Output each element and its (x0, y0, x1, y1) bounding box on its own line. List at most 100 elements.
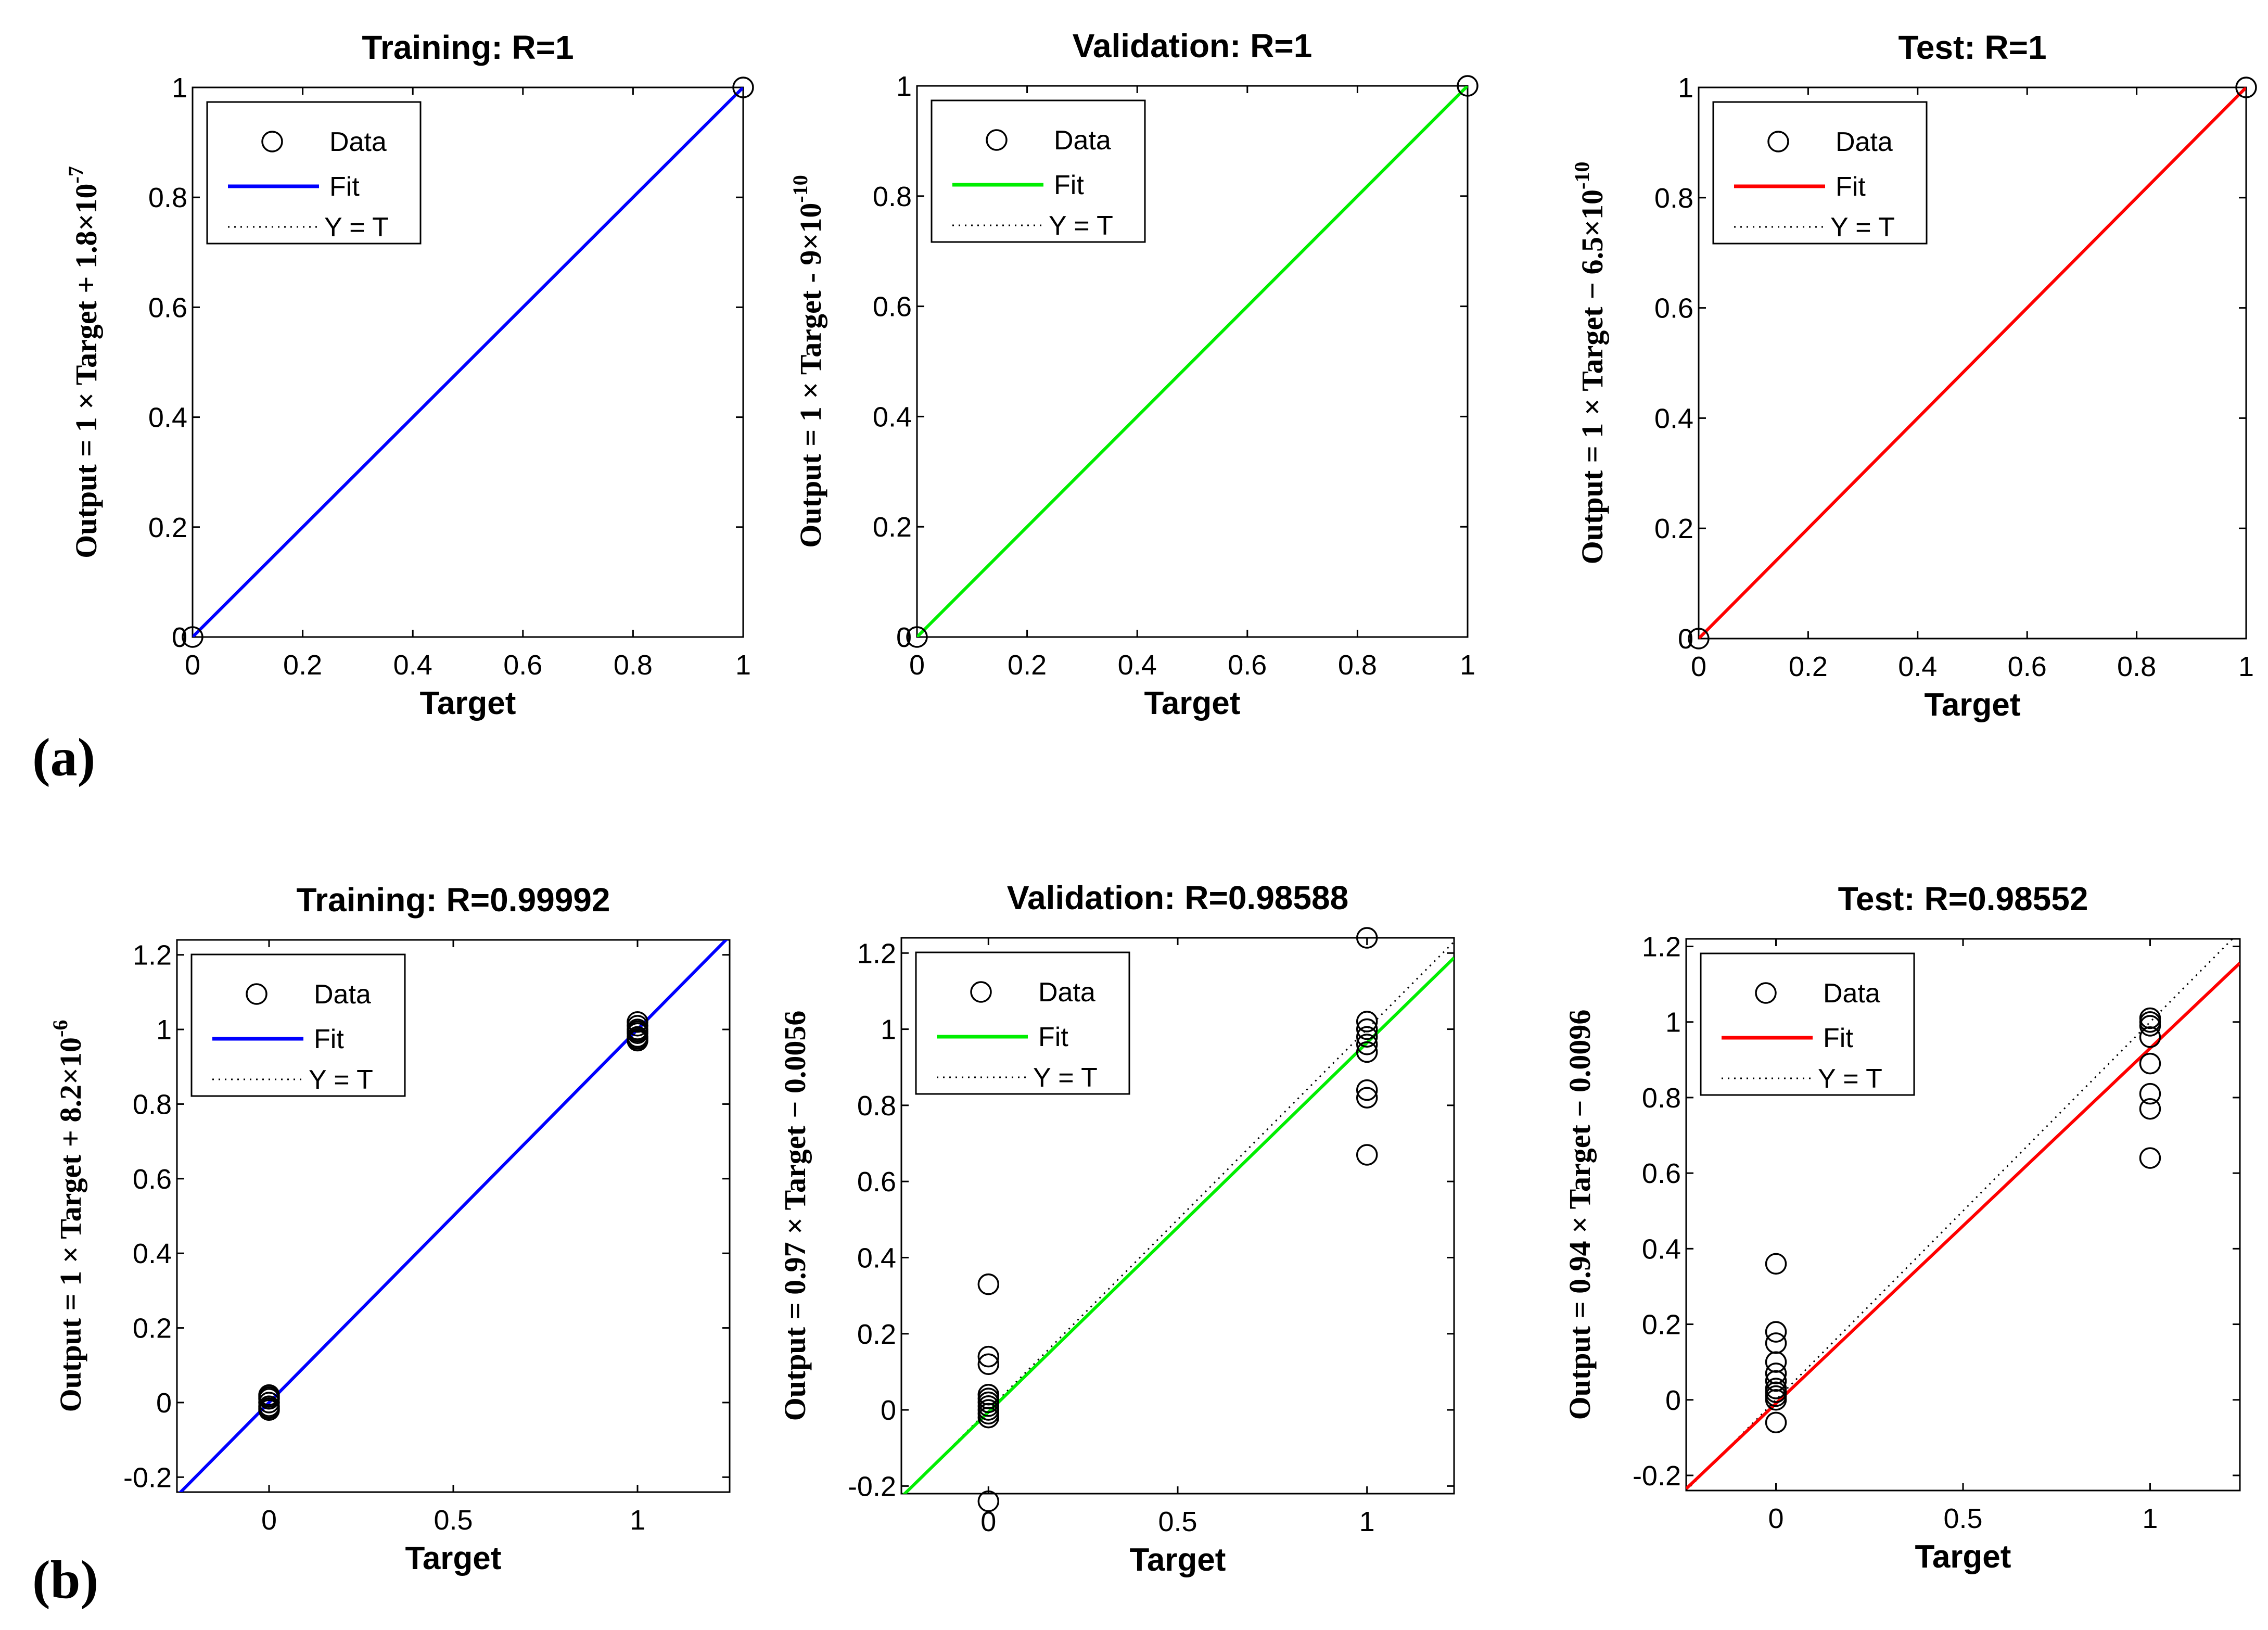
x-axis-label: Target (420, 685, 516, 721)
x-tick-label: 0.2 (1789, 651, 1828, 682)
y-tick-label: 1 (172, 72, 187, 104)
y-tick-label: 0.2 (1654, 513, 1693, 544)
y-tick-label: 1 (1678, 72, 1693, 104)
y-tick-label: 0.8 (857, 1090, 896, 1122)
x-tick-label: 0 (185, 650, 200, 681)
x-tick-label: 0.5 (1943, 1503, 1982, 1534)
data-point (627, 1011, 648, 1033)
y-axis-label-main: Output = 1 × Target - 9×10 (794, 203, 827, 548)
data-point (1356, 1026, 1378, 1048)
chart-title: Training: R=0.99992 (297, 881, 610, 919)
legend-data-marker (970, 981, 992, 1003)
y-tick-label: 0.6 (1654, 293, 1693, 324)
legend-box (206, 101, 422, 245)
y-axis-label-main: Output = 0.97 × Target − 0.0056 (778, 1011, 812, 1421)
y-axis-label-exponent: -10 (1570, 162, 1594, 189)
y-tick-label: 0.8 (148, 182, 187, 213)
legend-box (931, 99, 1146, 243)
y-tick-label: 0 (156, 1387, 172, 1419)
legend-box (190, 953, 406, 1097)
fit-line (917, 86, 1468, 637)
y-tick-label: 0.6 (148, 292, 187, 323)
y-tick-label: 1.2 (857, 938, 896, 969)
y-tick-label: 0 (896, 622, 912, 653)
legend-fit-label: Fit (329, 172, 360, 202)
y-tick-label: 0.2 (133, 1313, 172, 1344)
y-axis-label-exponent: -7 (64, 166, 87, 183)
x-tick-label: 0.8 (614, 650, 653, 681)
data-point (1457, 75, 1479, 97)
y-tick-label: 0.4 (857, 1242, 896, 1274)
data-point (627, 1028, 648, 1050)
x-tick-label: 0.8 (2117, 651, 2156, 682)
x-tick-label: 0.5 (1158, 1506, 1197, 1537)
x-tick-label: 0.6 (2008, 651, 2047, 682)
x-tick-label: 1 (1359, 1506, 1375, 1537)
chart-title: Test: R=0.98552 (1838, 880, 2088, 918)
data-point (1356, 1011, 1378, 1033)
data-point (1356, 927, 1378, 949)
y-axis-label-main: Output = 1 × Target + 8.2×10 (54, 1037, 87, 1412)
data-point (2139, 1083, 2161, 1105)
x-tick-label: 0 (261, 1505, 277, 1536)
y-tick-label: -0.2 (123, 1462, 172, 1493)
legend-box (1700, 952, 1915, 1096)
y-tick-label: 0.8 (133, 1089, 172, 1120)
x-tick-label: 1 (2238, 651, 2254, 682)
y-tick-label: 1.2 (1642, 932, 1681, 963)
y-tick-label: 0 (172, 622, 187, 653)
legend-box (915, 951, 1130, 1095)
y-axis-label-exponent: -6 (48, 1020, 72, 1037)
y-axis-label: Output = 1 × Target + 8.2×10-6 (48, 1020, 87, 1412)
x-axis-label: Target (1915, 1539, 2011, 1575)
y-tick-label: 0.4 (133, 1238, 172, 1269)
y-tick-label: 0.8 (1654, 183, 1693, 214)
data-point (1356, 1041, 1378, 1063)
x-tick-label: 0.8 (1338, 650, 1377, 681)
chart-panel: 0 0.5 1 -0.2 0 0.2 0.4 0.6 0.8 1 1.2 Test: R=0.9855… (1563, 880, 2241, 1575)
legend-data-label: Data (1823, 978, 1880, 1009)
x-tick-label: 0.5 (434, 1505, 473, 1536)
data-point (2139, 1007, 2161, 1029)
y-tick-label: 1 (881, 1014, 896, 1046)
data-point (1356, 1087, 1378, 1109)
data-point (1356, 1144, 1378, 1166)
y-tick-label: 1.2 (133, 940, 172, 971)
y-tick-label: 0.6 (857, 1166, 896, 1198)
legend-data-marker (246, 983, 267, 1005)
y-tick-label: 0.2 (857, 1319, 896, 1350)
data-point (627, 1020, 648, 1042)
legend-yt-label: Y = T (1818, 1064, 1882, 1094)
y-axis-label: Output = 1 × Target + 1.8×10-7 (64, 166, 103, 558)
data-point (1356, 1018, 1378, 1040)
x-tick-label: 1 (1460, 650, 1475, 681)
panel-label-b: (b) (32, 1550, 98, 1610)
data-point (977, 1490, 1000, 1512)
legend-data-marker (261, 131, 283, 152)
data-point (2139, 1052, 2161, 1075)
data-point (1765, 1321, 1787, 1343)
x-tick-label: 0.6 (503, 650, 542, 681)
y-tick-label: -0.2 (1633, 1460, 1681, 1492)
data-point (1765, 1411, 1787, 1434)
y-axis-label: Output = 0.97 × Target − 0.0056 (778, 1011, 812, 1421)
x-tick-label: 0.2 (283, 650, 322, 681)
panel-label-a: (a) (32, 728, 95, 787)
data-point (258, 1397, 280, 1419)
x-tick-label: 0.2 (1008, 650, 1047, 681)
legend-box (1712, 101, 1928, 245)
chart-panel: 0 0.2 0.4 0.6 0.8 1 0 0.2 0.4 0.6 0.8 1 Training: R=… (64, 29, 754, 721)
data-layer (1699, 87, 2246, 639)
data-point (732, 77, 754, 98)
y-tick-label: 0.6 (873, 291, 912, 323)
legend-data-marker (1755, 982, 1777, 1004)
y-tick-label: 0.4 (873, 401, 912, 432)
chart-title: Test: R=1 (1898, 29, 2046, 66)
data-point (977, 1345, 1000, 1368)
y-tick-label: 0.4 (1654, 403, 1693, 434)
y-tick-label: 0.6 (133, 1164, 172, 1195)
x-tick-label: 0 (909, 650, 925, 681)
chart-panel: 0 0.2 0.4 0.6 0.8 1 0 0.2 0.4 0.6 0.8 1 Validation: … (788, 27, 1479, 721)
y-tick-label: 1 (156, 1014, 172, 1046)
